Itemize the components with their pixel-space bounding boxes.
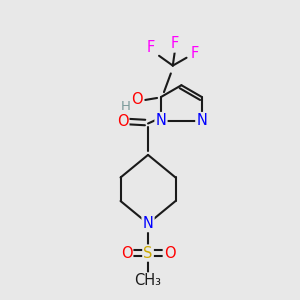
Text: O: O	[117, 114, 128, 129]
Text: N: N	[196, 113, 207, 128]
Text: S: S	[143, 246, 153, 261]
Text: F: F	[190, 46, 199, 61]
Text: F: F	[171, 37, 179, 52]
Text: CH₃: CH₃	[134, 273, 161, 288]
Text: N: N	[156, 113, 167, 128]
Text: O: O	[164, 246, 176, 261]
Text: O: O	[131, 92, 142, 107]
Text: F: F	[147, 40, 155, 56]
Text: N: N	[142, 216, 154, 231]
Text: O: O	[121, 246, 132, 261]
Text: H: H	[121, 100, 130, 113]
